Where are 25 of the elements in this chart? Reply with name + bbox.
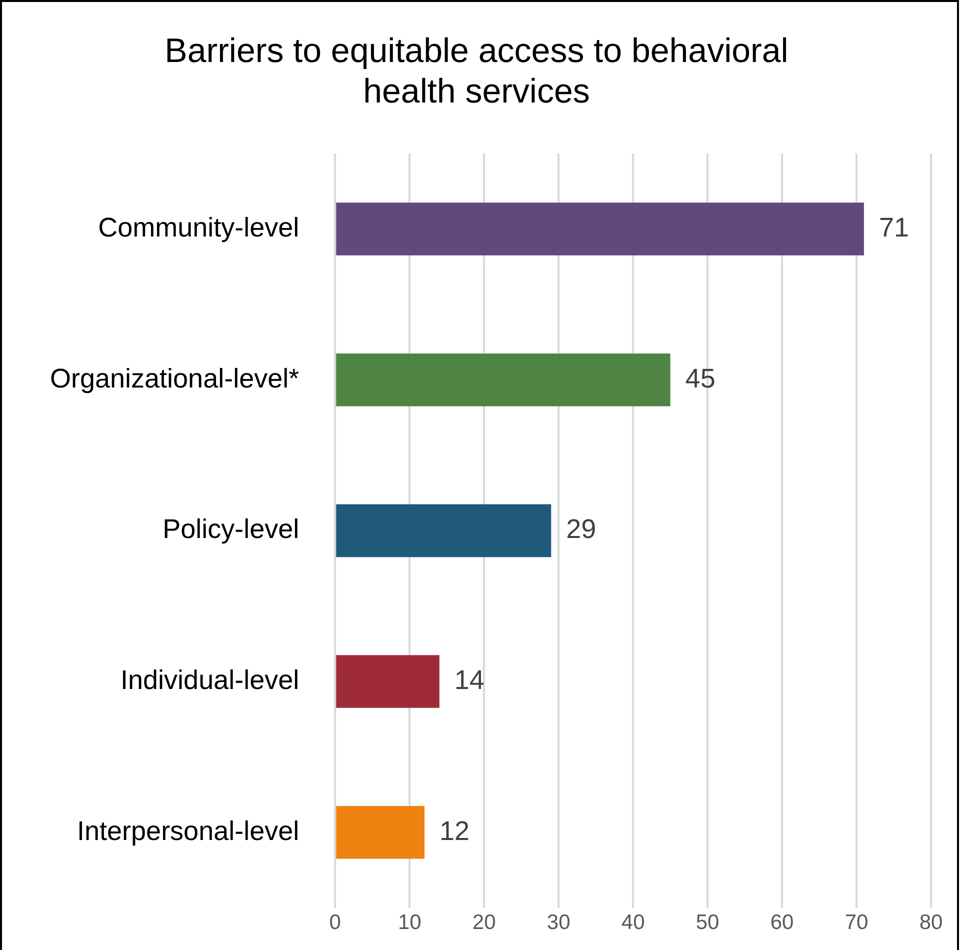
bar — [336, 202, 864, 256]
x-tick-label: 70 — [844, 911, 868, 934]
data-label: 12 — [440, 816, 470, 846]
y-tick-label: Individual-level — [120, 664, 300, 695]
x-tick-label: 20 — [472, 911, 496, 934]
bar — [336, 353, 670, 406]
data-label: 45 — [685, 363, 716, 394]
y-tick-label: Policy-level — [162, 514, 300, 544]
bar — [336, 655, 440, 708]
x-tick-label: 0 — [329, 911, 341, 934]
chart-title: Barriers to equitable access to behavioral health services — [164, 32, 788, 111]
y-tick-label: Community-level — [98, 212, 300, 242]
x-tick-label: 50 — [696, 911, 720, 934]
y-tick-label: Interpersonal-level — [77, 816, 300, 846]
x-tick-label: 40 — [621, 911, 645, 934]
x-tick-label: 10 — [398, 911, 422, 934]
data-label: 29 — [566, 514, 596, 544]
data-label: 71 — [878, 212, 910, 242]
y-tick-label: Organizational-level* — [50, 363, 300, 394]
bar — [336, 504, 552, 558]
data-label: 14 — [454, 664, 484, 695]
bar — [336, 806, 425, 859]
x-tick-label: 80 — [919, 911, 943, 934]
x-tick-label: 30 — [546, 911, 570, 934]
x-tick-label: 60 — [770, 911, 794, 934]
